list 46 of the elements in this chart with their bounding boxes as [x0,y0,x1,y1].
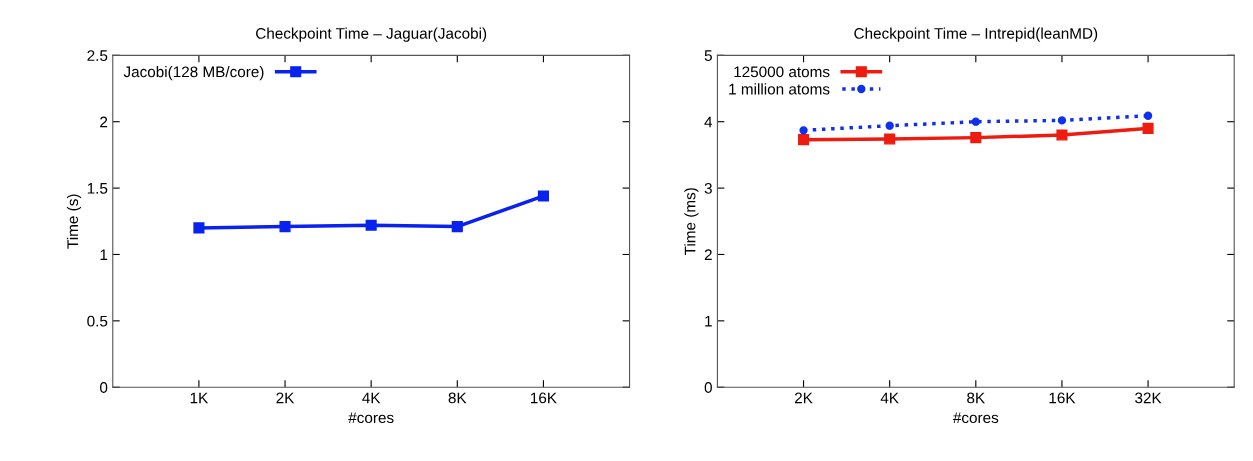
x-tick-label: 4K [880,392,899,404]
point [884,133,896,145]
x-tick-label: 2K [794,392,813,404]
chart-title: Checkpoint Time – Jaguar(Jacobi) [256,27,487,42]
legend-label: 1 million atoms [729,83,830,95]
y-axis-title: Time (s) [66,194,82,249]
point [365,219,377,231]
x-tick-label: 4K [362,392,381,404]
x-tick-label: 32K [1135,392,1162,404]
legend-label: Jacobi(128 MB/core) [123,66,264,81]
y-tick-label: 2 [704,249,712,261]
y-tick-label: 2.5 [87,50,108,62]
point [970,132,982,144]
y-tick-label: 3 [704,182,712,194]
y-tick-label: 0 [704,382,712,393]
point [971,117,980,126]
x-tick-label: 16K [1049,392,1076,404]
chart-title: Checkpoint Time – Intrepid(leanMD) [854,27,1098,42]
x-tick-label: 1K [190,392,209,404]
point [1143,111,1153,120]
y-tick-label: 2 [100,116,108,128]
legend-label: 125000 atoms [734,66,830,78]
point [279,221,291,233]
point [885,121,894,130]
point [1142,122,1154,134]
y-tick-label: 5 [704,50,712,62]
y-tick-label: 0 [100,382,108,393]
x-tick-label: 2K [276,392,295,404]
point [1057,116,1067,125]
point [193,222,205,234]
y-axis-title: Time (ms) [684,188,699,256]
y-tick-label: 0.5 [87,315,108,327]
y-tick-label: 1.5 [87,183,108,194]
point [537,190,549,202]
x-tick-label: 16K [531,392,557,404]
y-tick-label: 4 [704,116,713,128]
point [451,221,463,233]
x-tick-label: 8K [448,392,467,404]
point [797,134,810,146]
x-tick-label: 8K [967,392,985,404]
point [799,126,808,135]
y-tick-label: 1 [705,315,712,327]
x-axis-title: #cores [348,412,394,424]
y-tick-label: 1 [100,249,108,261]
point [1056,129,1068,141]
x-axis-title: #cores [952,412,999,424]
